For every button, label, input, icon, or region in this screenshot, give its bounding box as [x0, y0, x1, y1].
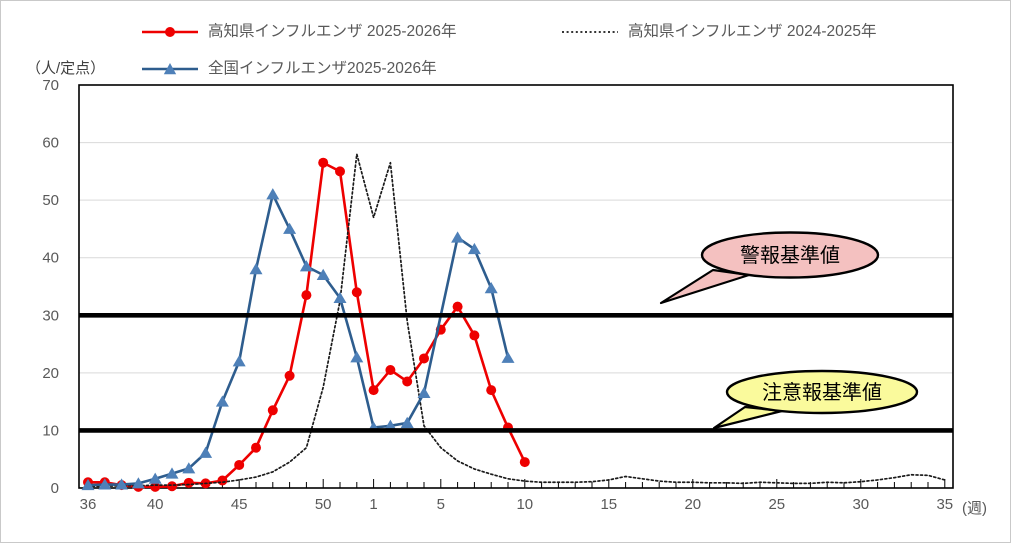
series-zenkoku-2025-2026-marker — [400, 416, 414, 428]
x-tick-label: 25 — [768, 496, 785, 513]
alert-callout-label: 注意報基準値 — [762, 381, 882, 404]
series-kochi-2025-2026-marker — [167, 481, 177, 492]
x-tick-label: 36 — [80, 496, 97, 513]
series-kochi-2025-2026-marker — [335, 166, 345, 177]
x-tick-label: 1 — [369, 496, 377, 513]
y-tick-label: 40 — [42, 250, 59, 267]
alert-callout-bubble — [725, 369, 919, 415]
y-tick-label: 60 — [42, 135, 59, 152]
dotted-line-icon — [562, 30, 618, 33]
blue-line-triangle-icon — [142, 62, 198, 74]
warning-callout-label: 警報基準値 — [740, 244, 840, 267]
series-zenkoku-2025-2026-marker — [299, 260, 313, 272]
series-zenkoku-2025-2026-marker — [316, 268, 330, 280]
series-zenkoku-2025-2026-marker — [350, 351, 364, 363]
legend-item-kochi-2024-2025: 高知県インフルエンザ 2024-2025年 — [561, 24, 876, 40]
warning-callout-tail — [659, 268, 751, 305]
series-zenkoku-2025-2026-marker — [165, 467, 179, 479]
series-zenkoku-2025-2026-marker — [451, 231, 465, 243]
series-zenkoku-2025-2026-marker — [182, 462, 196, 474]
series-kochi-2025-2026-marker — [217, 475, 228, 486]
legend-label-kochi-2024-2025: 高知県インフルエンザ 2024-2025年 — [628, 23, 877, 40]
y-tick-label: 30 — [42, 307, 59, 324]
series-kochi-2025-2026-marker — [402, 376, 413, 387]
x-tick-label: 10 — [516, 496, 533, 513]
series-zenkoku-2025-2026-marker — [98, 478, 112, 490]
series-zenkoku-2025-2026-marker — [249, 263, 263, 275]
series-kochi-2025-2026-marker — [469, 330, 480, 341]
series-zenkoku-2025-2026-marker — [148, 472, 162, 484]
x-tick-label: 35 — [936, 496, 953, 513]
series-zenkoku-2025-2026-marker — [501, 351, 515, 363]
series-zenkoku-2025-2026-marker — [215, 395, 229, 407]
series-kochi-2025-2026-marker — [267, 405, 278, 416]
warning-callout-bubble — [700, 231, 880, 279]
legend-item-zenkoku-2025-2026: 全国インフルエンザ2025-2026年 — [141, 61, 437, 77]
series-zenkoku-2025-2026-marker — [115, 478, 129, 490]
series-kochi-2025-2026-marker — [368, 385, 379, 396]
series-zenkoku-2025-2026-marker — [383, 419, 397, 431]
y-tick-label: 70 — [42, 77, 59, 94]
legend-item-kochi-2025-2026: 高知県インフルエンザ 2025-2026年 — [141, 24, 456, 40]
y-tick-label: 20 — [42, 365, 59, 382]
y-tick-label: 50 — [42, 192, 59, 209]
red-line-circle-icon — [142, 26, 198, 37]
y-tick-label: 10 — [42, 422, 59, 439]
x-tick-label: 20 — [684, 496, 701, 513]
series-zenkoku-2025-2026-marker — [232, 355, 246, 367]
series-kochi-2025-2026-marker — [385, 364, 396, 375]
series-kochi-2025-2026-marker — [251, 442, 261, 453]
series-zenkoku-2025-2026-marker — [417, 386, 431, 399]
x-tick-label: 15 — [600, 496, 617, 513]
series-zenkoku-2025-2026-marker — [266, 188, 280, 200]
legend-label-zenkoku-2025-2026: 全国インフルエンザ2025-2026年 — [208, 60, 437, 77]
series-kochi-2025-2026-marker — [318, 157, 329, 168]
x-tick-label: 50 — [315, 496, 332, 513]
legend-label-kochi-2025-2026: 高知県インフルエンザ 2025-2026年 — [208, 23, 457, 40]
plot-border — [78, 84, 954, 489]
series-zenkoku-2025-2026-marker — [484, 282, 498, 294]
y-axis-unit-label: （人/定点） — [26, 60, 106, 77]
series-kochi-2025-2026-marker — [419, 353, 429, 364]
series-zenkoku-2025-2026-marker — [81, 478, 95, 491]
series-zenkoku-2025-2026-marker — [131, 477, 145, 489]
x-tick-label: 5 — [437, 496, 445, 513]
series-kochi-2025-2026-marker — [452, 301, 463, 312]
series-zenkoku-2025-2026-marker — [199, 446, 213, 458]
x-tick-label: 40 — [147, 496, 164, 513]
x-axis-unit-label: (週) — [962, 500, 987, 517]
series-kochi-2025-2026-line — [86, 161, 527, 489]
series-zenkoku-2025-2026-marker — [283, 222, 297, 234]
series-kochi-2025-2026-marker — [519, 457, 530, 468]
y-tick-label: 0 — [51, 480, 59, 497]
series-kochi-2025-2026-marker — [351, 287, 362, 298]
x-tick-label: 45 — [231, 496, 248, 513]
x-tick-label: 30 — [852, 496, 869, 513]
series-zenkoku-2025-2026-marker — [333, 291, 347, 304]
series-kochi-2025-2026-marker — [284, 370, 295, 381]
series-kochi-2025-2026-marker — [234, 459, 245, 470]
series-kochi-2024-2025-line — [87, 153, 946, 488]
series-kochi-2025-2026-marker — [486, 385, 497, 396]
series-zenkoku-2025-2026-marker — [467, 242, 481, 255]
series-kochi-2025-2026-marker — [183, 477, 194, 488]
series-kochi-2025-2026-marker — [301, 290, 312, 301]
